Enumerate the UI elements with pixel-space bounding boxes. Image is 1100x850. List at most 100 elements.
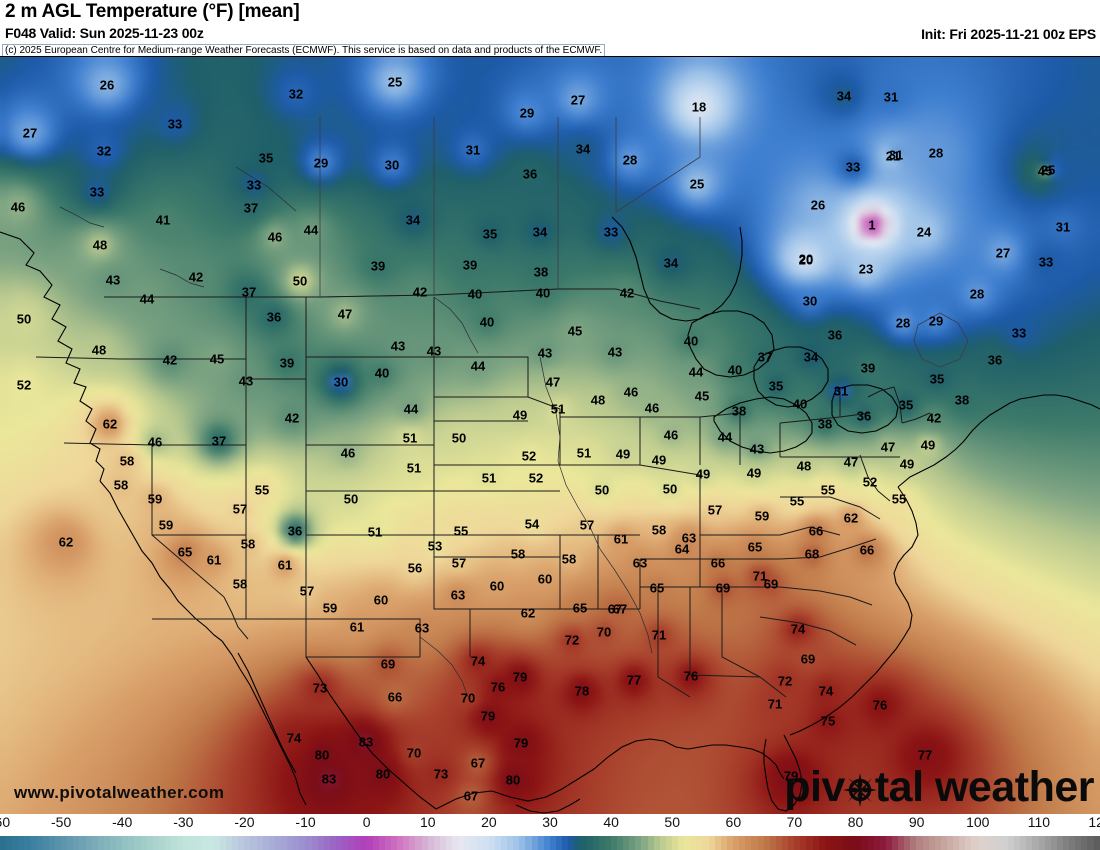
colorbar-band: [268, 836, 275, 850]
temperature-value-label: 31: [888, 147, 904, 163]
temperature-value-label: 69: [380, 656, 396, 672]
temperature-value-label: 24: [916, 224, 932, 240]
temperature-value-label: 27: [570, 92, 586, 108]
colorbar-band: [445, 836, 453, 850]
colorbar-band: [879, 836, 886, 850]
temperature-value-label: 29: [519, 105, 535, 121]
colorbar-band: [409, 836, 416, 850]
temperature-value-label: 31: [883, 89, 899, 105]
temperature-value-label: 58: [561, 551, 577, 567]
colorbar-band: [128, 836, 135, 850]
colorbar-band: [830, 836, 837, 850]
colorbar-band: [1026, 836, 1033, 850]
colorbar-band: [439, 836, 446, 850]
temperature-value-label: 42: [162, 352, 178, 368]
temperature-value-label: 48: [92, 237, 108, 253]
colorbar-band: [219, 836, 227, 850]
temperature-value-label: 44: [470, 358, 486, 374]
temperature-value-label: 38: [731, 403, 747, 419]
temperature-raster: [0, 57, 1100, 815]
temperature-value-label: 71: [651, 627, 667, 643]
temperature-value-label: 57: [579, 517, 595, 533]
temperature-value-label: 57: [451, 555, 467, 571]
temperature-value-label: 43: [749, 441, 765, 457]
temperature-value-label: 46: [10, 199, 26, 215]
colorbar-band: [244, 836, 251, 850]
temperature-value-label: 45: [567, 323, 583, 339]
coastlines: [0, 217, 1100, 815]
temperature-value-label: 46: [267, 229, 283, 245]
temperature-value-label: 45: [1037, 163, 1053, 179]
colorbar-tick: 100: [966, 814, 990, 830]
colorbar-tick: -30: [173, 814, 194, 830]
colorbar-band: [494, 836, 501, 850]
temperature-value-label: 35: [898, 397, 914, 413]
colorbar-band: [745, 836, 752, 850]
colorbar-band: [653, 836, 660, 850]
temperature-value-label: 47: [337, 306, 353, 322]
temperature-value-label: 61: [349, 619, 365, 635]
colorbar-band: [977, 836, 984, 850]
colorbar-band: [562, 836, 569, 850]
temperature-value-label: 55: [789, 493, 805, 509]
temperature-map[interactable]: 26 25 27 18 32 27 33 29 34 31 32 35 31 34 28 31 28 29 30 33…: [0, 56, 1100, 815]
colorbar-band: [1087, 836, 1094, 850]
temperature-value-label: 44: [688, 364, 704, 380]
colorbar-band: [0, 836, 7, 850]
colorbar[interactable]: -60 -50 -40 -30 -20 -10 0 10 20 30 40 50 60 70 80 90 100…: [0, 814, 1100, 850]
temperature-value-label: 46: [340, 445, 356, 461]
temperature-value-label: 51: [550, 401, 566, 417]
temperature-value-label: 68: [804, 546, 820, 562]
temperature-value-label: 46: [623, 384, 639, 400]
colorbar-band: [867, 836, 874, 850]
temperature-value-label: 50: [451, 430, 467, 446]
temperature-value-label: 37: [757, 349, 773, 365]
colorbar-band: [537, 836, 544, 850]
temperature-value-label: 39: [279, 355, 295, 371]
colorbar-tick: 90: [908, 814, 925, 830]
colorbar-band: [67, 836, 74, 850]
colorbar-band: [274, 836, 282, 850]
colorbar-tick: 110: [1027, 814, 1051, 830]
temperature-value-label: 38: [817, 416, 833, 432]
colorbar-tick: 80: [847, 814, 864, 830]
compass-rose-icon: [842, 771, 877, 807]
temperature-value-label: 80: [375, 766, 391, 782]
valid-time-label: F048 Valid: Sun 2025-11-23 00z: [5, 25, 204, 41]
colorbar-band: [965, 836, 972, 850]
colorbar-band: [311, 836, 318, 850]
colorbar-tick: 70: [786, 814, 803, 830]
colorbar-band: [592, 836, 599, 850]
temperature-value-label: 31: [465, 142, 481, 158]
colorbar-tick: 50: [664, 814, 681, 830]
colorbar-band: [122, 836, 129, 850]
temperature-value-label: 51: [481, 470, 497, 486]
temperature-value-label: 51: [367, 524, 383, 540]
colorbar-band: [757, 836, 764, 850]
temperature-value-label: 75: [820, 713, 836, 729]
temperature-value-label: 64: [674, 541, 690, 557]
temperature-value-label: 37: [211, 433, 227, 449]
temperature-value-label: 65: [572, 600, 588, 616]
temperature-value-label: 65: [747, 539, 763, 555]
colorbar-band: [6, 836, 13, 850]
colorbar-band: [598, 836, 605, 850]
state-borders: [36, 289, 930, 697]
colorbar-band: [189, 836, 196, 850]
temperature-value-label: 44: [717, 429, 733, 445]
temperature-value-label: 39: [462, 257, 478, 273]
colorbar-band: [751, 836, 758, 850]
colorbar-band: [348, 836, 355, 850]
colorbar-band: [1014, 836, 1021, 850]
temperature-value-label: 47: [545, 374, 561, 390]
temperature-value-label: 58: [232, 576, 248, 592]
temperature-value-label: 55: [254, 482, 270, 498]
temperature-value-label: 36: [856, 408, 872, 424]
colorbar-band: [1056, 836, 1064, 850]
temperature-value-label: 67: [470, 755, 486, 771]
colorbar-band: [928, 836, 935, 850]
temperature-value-label: 44: [303, 222, 319, 238]
temperature-value-label: 38: [954, 392, 970, 408]
colorbar-band: [818, 836, 825, 850]
colorbar-band: [452, 836, 459, 850]
